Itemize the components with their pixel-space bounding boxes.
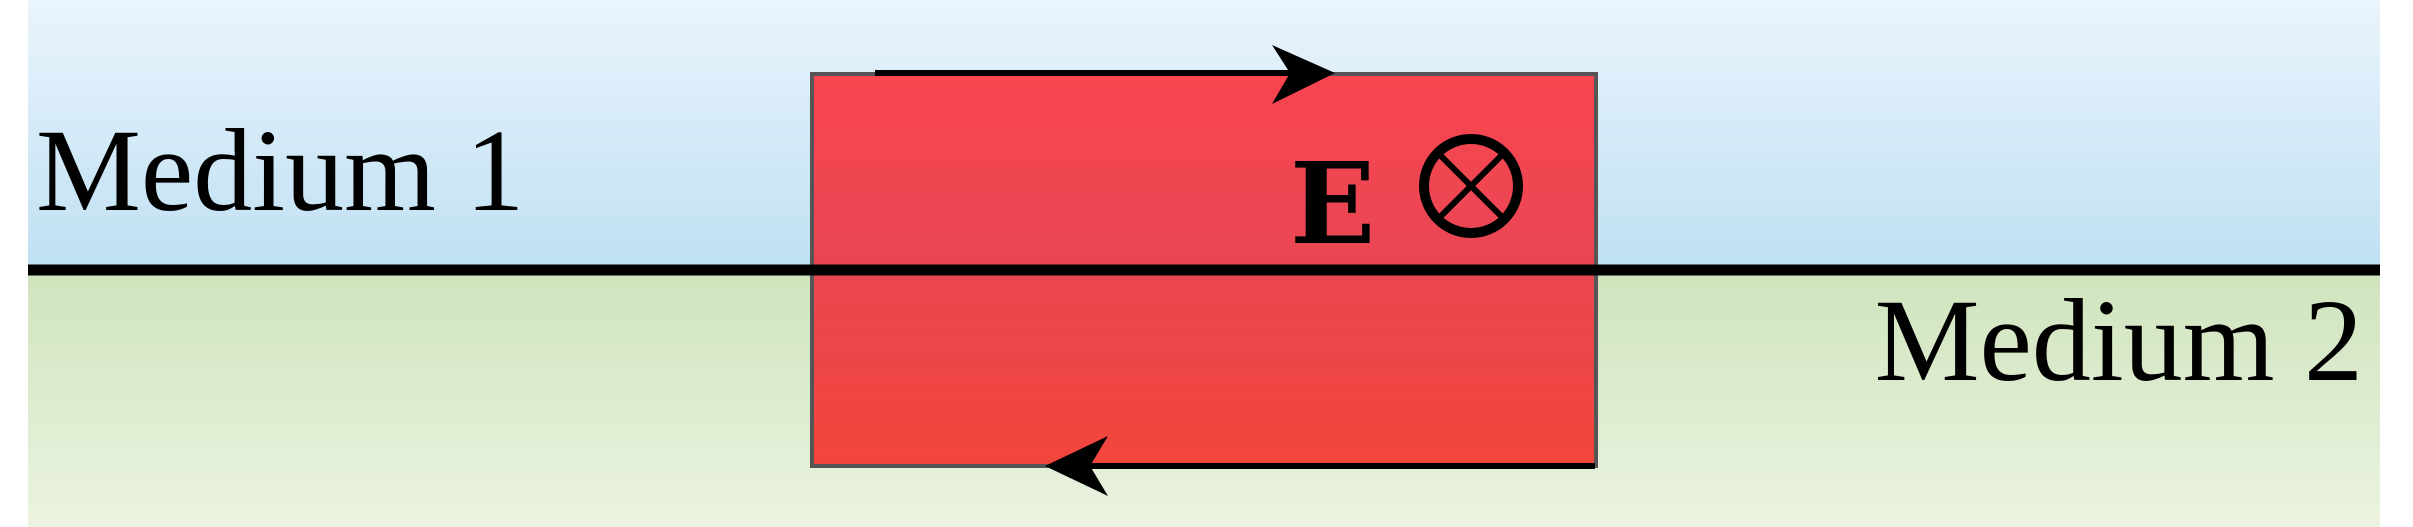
- electric-field-label: E: [1290, 139, 1375, 270]
- arrow-left-icon: [1045, 436, 1108, 496]
- medium-2-label: Medium 2: [1875, 275, 2363, 406]
- field-into-page-icon: [1419, 134, 1523, 238]
- arrow-right-icon: [1272, 45, 1335, 104]
- medium-1-label: Medium 1: [36, 105, 524, 236]
